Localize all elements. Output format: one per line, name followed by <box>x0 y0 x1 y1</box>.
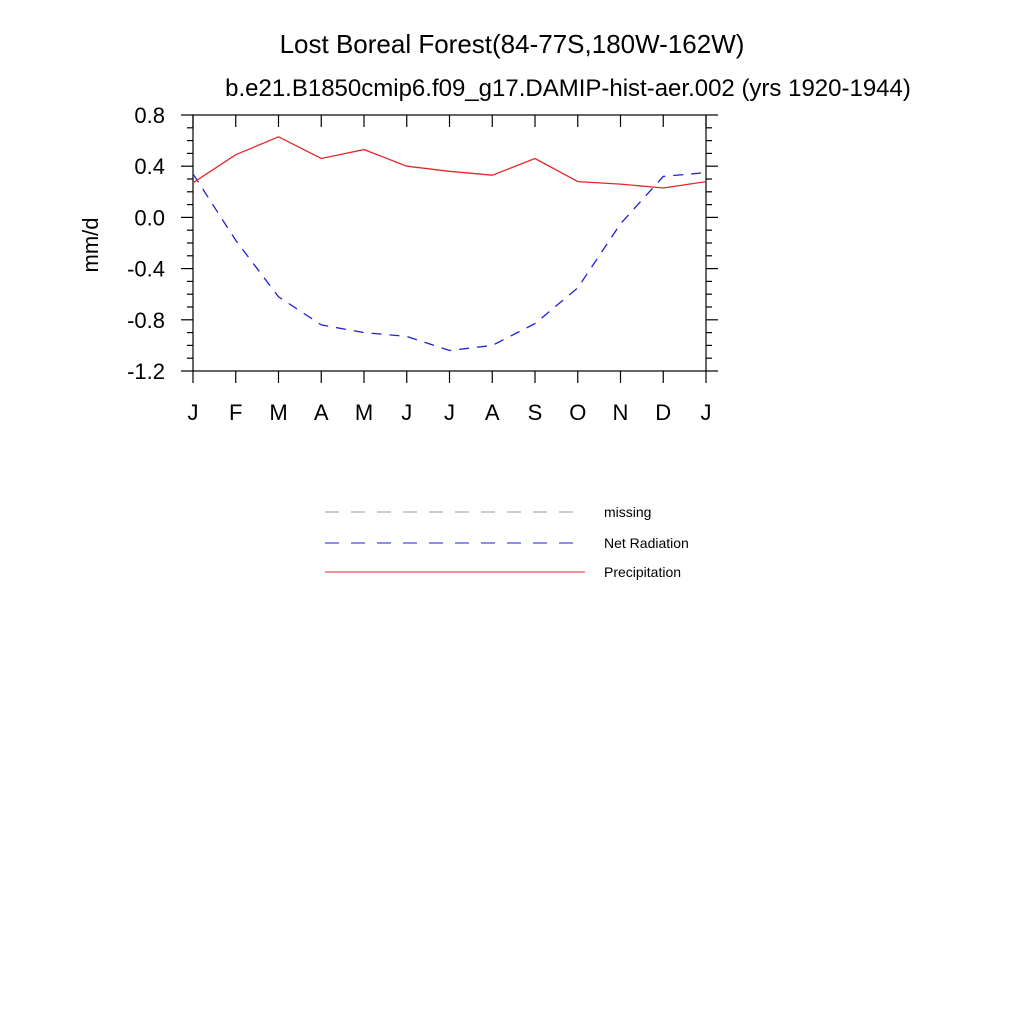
legend-label: missing <box>604 504 651 520</box>
x-tick-label: S <box>528 400 543 425</box>
x-tick-label: A <box>314 400 329 425</box>
axes: 0.8 0.4 0.0 -0.4 -0.8 -1.2 J F M A M J J A S O N D J <box>127 103 718 425</box>
chart-subtitle: b.e21.B1850cmip6.f09_g17.DAMIP-hist-aer.… <box>225 75 911 102</box>
y-tick-label: -0.8 <box>127 308 165 333</box>
x-tick-label: J <box>701 400 712 425</box>
x-tick-label: J <box>188 400 199 425</box>
series-line-net-radiation <box>192 171 707 352</box>
plot-frame <box>192 114 707 372</box>
y-tick-label: 0.0 <box>134 205 165 230</box>
x-tick-label: A <box>485 400 500 425</box>
y-axis-label: mm/d <box>78 218 103 273</box>
x-tick-label: M <box>355 400 373 425</box>
x-tick-label: M <box>269 400 287 425</box>
y-tick-label: 0.8 <box>134 103 165 128</box>
x-tick-label: F <box>229 400 242 425</box>
chart-title: Lost Boreal Forest(84-77S,180W-162W) <box>280 29 745 59</box>
x-tick-label: N <box>613 400 629 425</box>
x-tick-label: D <box>655 400 671 425</box>
y-tick-label: 0.4 <box>134 154 165 179</box>
series-lines <box>192 136 707 352</box>
legend-label: Precipitation <box>604 564 681 580</box>
y-tick-label: -1.2 <box>127 359 165 384</box>
legend: missing Net Radiation Precipitation <box>325 504 689 580</box>
y-tick-label: -0.4 <box>127 257 165 282</box>
x-tick-label: O <box>569 400 586 425</box>
x-tick-label: J <box>444 400 455 425</box>
legend-label: Net Radiation <box>604 535 689 551</box>
x-tick-label: J <box>401 400 412 425</box>
series-line-precipitation <box>192 136 707 189</box>
